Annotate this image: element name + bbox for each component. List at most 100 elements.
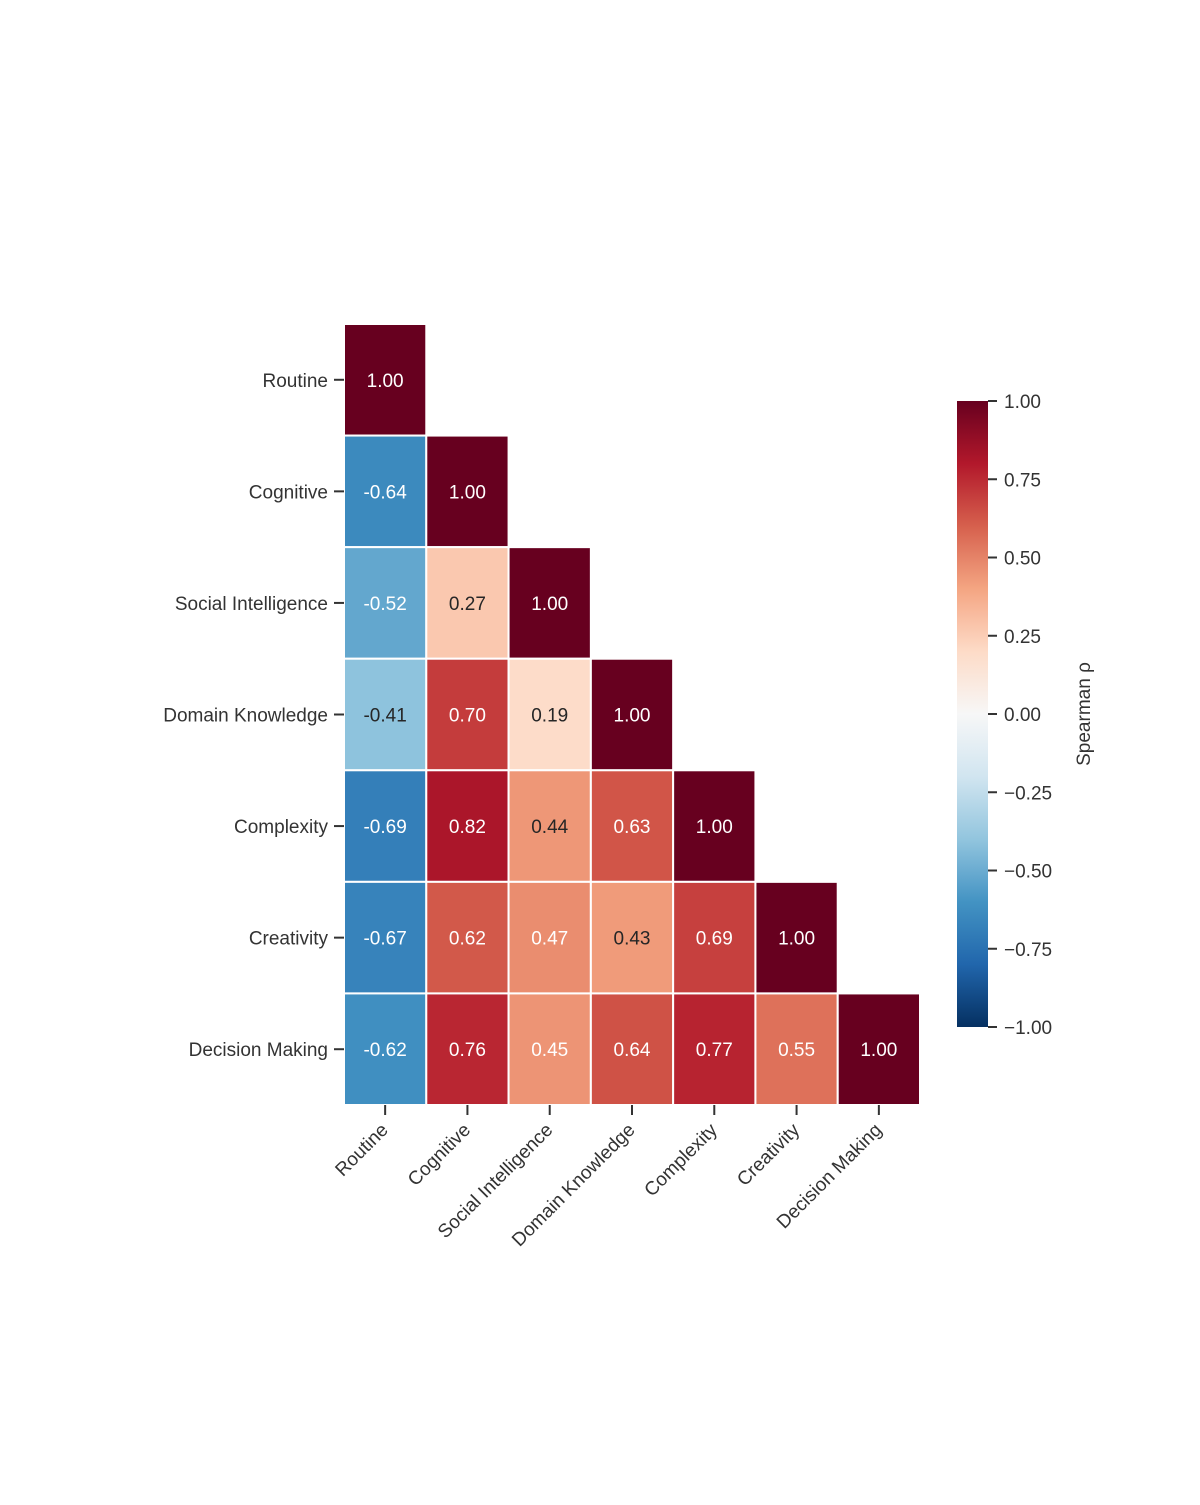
cell-value-label: 0.62 [449, 929, 486, 950]
x-tick-label: Creativity [733, 1119, 804, 1190]
colorbar-gradient [957, 401, 988, 1027]
heatmap-cell: -0.62 [343, 992, 428, 1107]
cell-rect [343, 323, 428, 437]
cell-value-label: 0.77 [696, 1040, 733, 1061]
y-tick-label: Social Intelligence [175, 594, 328, 615]
cell-rect [836, 992, 922, 1107]
heatmap-cell: 0.19 [507, 657, 592, 772]
cell-rect [343, 992, 428, 1107]
colorbar-tick-label: 1.00 [1004, 392, 1041, 413]
cell-rect [425, 992, 510, 1107]
cell-rect [425, 657, 510, 772]
heatmap-cell: -0.69 [343, 769, 428, 883]
cell-value-label: -0.67 [363, 929, 406, 950]
cell-rect [425, 880, 510, 995]
cell-rect [754, 992, 839, 1107]
cell-value-label: 1.00 [696, 817, 733, 838]
cell-value-label: 0.19 [531, 706, 568, 727]
x-tick-label: Cognitive [404, 1120, 475, 1191]
cell-rect [754, 880, 839, 995]
heatmap-cell: 0.64 [589, 992, 675, 1107]
heatmap-cell: 0.43 [589, 880, 675, 995]
heatmap-cell: 0.63 [589, 769, 675, 883]
cell-rect [589, 769, 675, 883]
heatmap-cell: 0.27 [425, 546, 510, 660]
heatmap-cell: 0.82 [425, 769, 510, 883]
heatmap-cell: 1.00 [836, 992, 922, 1107]
colorbar-tick-label: 0.00 [1004, 705, 1041, 726]
cell-value-label: 1.00 [449, 482, 486, 503]
colorbar-tick-label: −1.00 [1004, 1018, 1052, 1039]
colorbar-tick-label: 0.50 [1004, 549, 1041, 570]
heatmap-cells: 1.00 -0.64 1.00 -0.52 0.27 1.00 -0.41 0.70 0.19 1… [343, 323, 922, 1107]
heatmap-cell: -0.67 [343, 880, 428, 995]
heatmap-cell: -0.64 [343, 434, 428, 549]
heatmap-cell: -0.41 [343, 657, 428, 772]
cell-rect [507, 546, 592, 660]
colorbar-label: Spearman ρ [1074, 662, 1095, 766]
cell-value-label: 0.63 [614, 817, 651, 838]
heatmap-cell: 0.55 [754, 992, 839, 1107]
y-tick-label: Cognitive [249, 482, 328, 503]
cell-value-label: 0.43 [614, 929, 651, 950]
y-tick-label: Complexity [234, 817, 328, 838]
cell-value-label: -0.64 [363, 482, 407, 503]
y-tick-label: Domain Knowledge [163, 706, 328, 727]
cell-value-label: 1.00 [778, 929, 815, 950]
y-tick-label: Decision Making [189, 1040, 328, 1061]
colorbar-tick-label: 0.25 [1004, 627, 1041, 648]
heatmap-cell: 1.00 [754, 880, 839, 995]
heatmap-cell: 0.44 [507, 769, 592, 883]
cell-value-label: -0.69 [363, 817, 406, 838]
heatmap-cell: 1.00 [672, 769, 757, 883]
heatmap-cell: 0.77 [672, 992, 757, 1107]
cell-rect [425, 434, 510, 549]
cell-value-label: 0.27 [449, 594, 486, 615]
cell-value-label: 0.82 [449, 817, 486, 838]
cell-value-label: 0.47 [531, 929, 568, 950]
x-tick-label: Complexity [641, 1119, 723, 1201]
colorbar: 1.00 0.75 0.50 0.25 0.00 −0.25 −0.50 −0.75 −1.00… [957, 392, 1095, 1039]
cell-value-label: 0.76 [449, 1040, 486, 1061]
cell-rect [589, 880, 675, 995]
y-tick-label: Creativity [249, 929, 329, 950]
heatmap-cell: 0.69 [672, 880, 757, 995]
y-tick-labels: Routine Cognitive Social Intelligence Domai… [163, 371, 344, 1061]
cell-value-label: 1.00 [860, 1040, 897, 1061]
cell-value-label: -0.52 [363, 594, 406, 615]
heatmap-cell: 1.00 [343, 323, 428, 437]
cell-rect [589, 657, 675, 772]
cell-value-label: 0.70 [449, 706, 486, 727]
colorbar-tick-label: −0.75 [1004, 940, 1052, 961]
y-tick-label: Routine [263, 371, 329, 392]
cell-value-label: 0.69 [696, 929, 733, 950]
heatmap-cell: 1.00 [425, 434, 510, 549]
colorbar-tick-label: 0.75 [1004, 470, 1041, 491]
cell-value-label: 1.00 [614, 706, 651, 727]
cell-value-label: 1.00 [367, 371, 404, 392]
cell-value-label: 0.55 [778, 1040, 815, 1061]
heatmap-cell: 0.47 [507, 880, 592, 995]
heatmap-cell: 0.45 [507, 992, 592, 1107]
cell-rect [507, 880, 592, 995]
colorbar-tick-label: −0.25 [1004, 783, 1052, 804]
cell-rect [672, 880, 757, 995]
cell-value-label: 1.00 [531, 594, 568, 615]
cell-value-label: 0.64 [614, 1040, 651, 1061]
cell-value-label: -0.41 [363, 706, 406, 727]
cell-rect [425, 769, 510, 883]
cell-rect [343, 434, 428, 549]
heatmap-cell: -0.52 [343, 546, 428, 660]
heatmap-cell: 0.76 [425, 992, 510, 1107]
x-tick-label: Routine [332, 1120, 393, 1181]
heatmap-cell: 0.62 [425, 880, 510, 995]
colorbar-tick-label: −0.50 [1004, 862, 1052, 883]
cell-value-label: 0.45 [531, 1040, 568, 1061]
cell-value-label: -0.62 [363, 1040, 406, 1061]
heatmap-cell: 1.00 [507, 546, 592, 660]
heatmap-cell: 0.70 [425, 657, 510, 772]
heatmap-cell: 1.00 [589, 657, 675, 772]
